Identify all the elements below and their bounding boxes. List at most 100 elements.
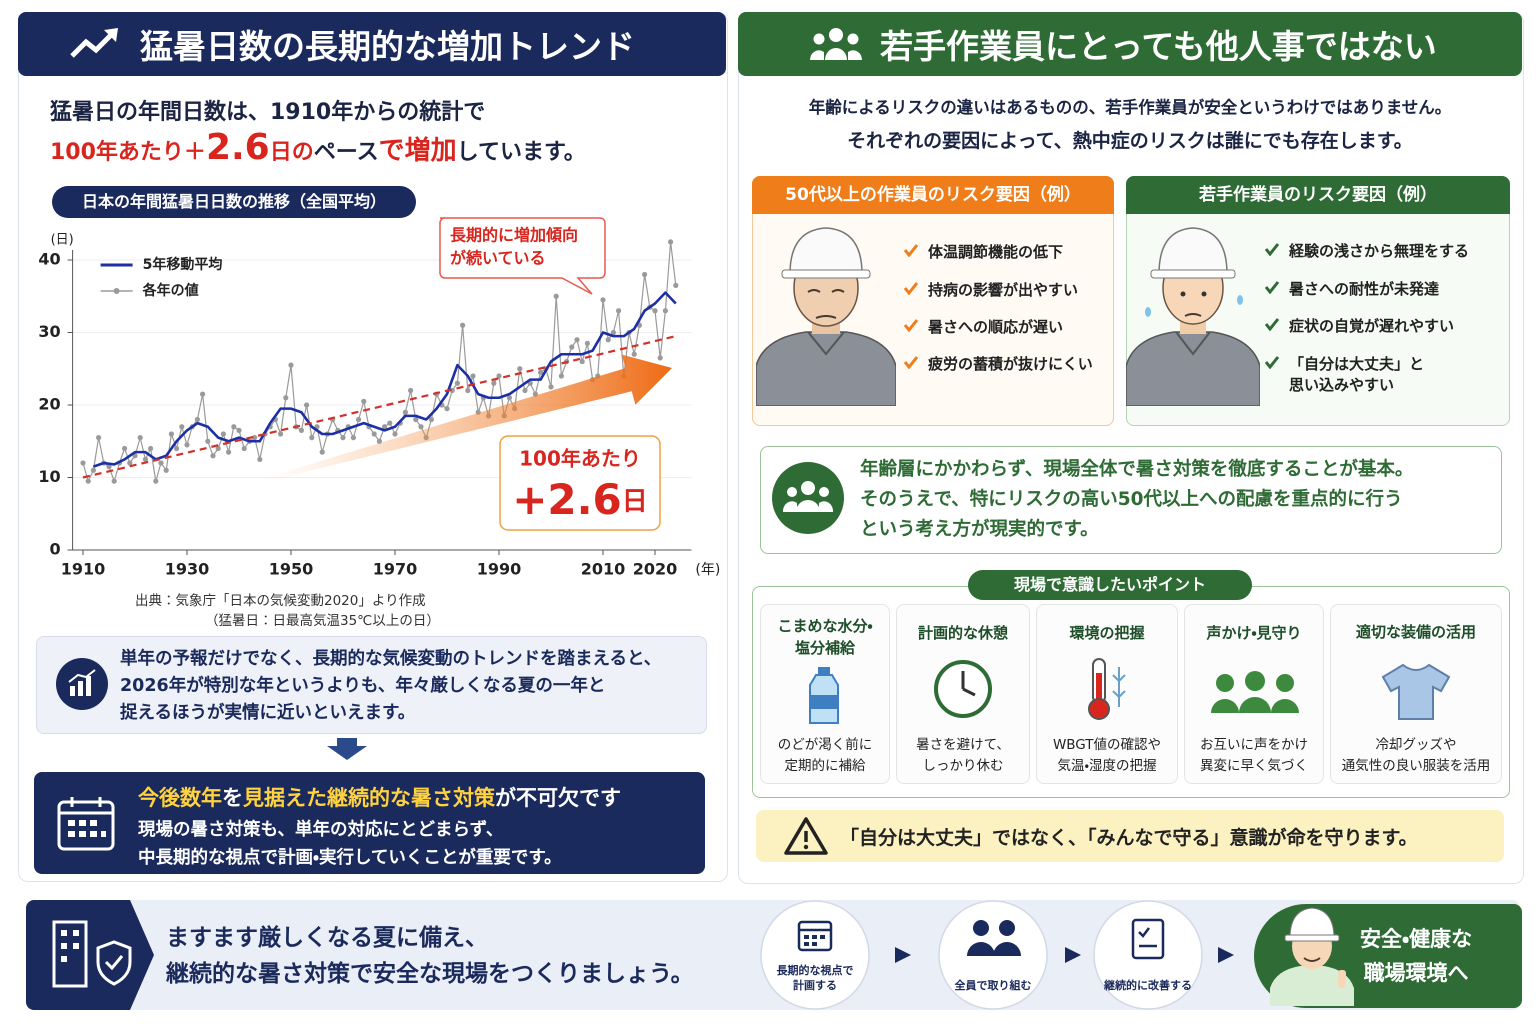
point bbox=[356, 416, 362, 423]
point bbox=[137, 435, 143, 441]
point bbox=[517, 366, 523, 372]
goal-line: 安全・健康な bbox=[1360, 927, 1473, 951]
point bbox=[428, 416, 434, 423]
point bbox=[538, 369, 544, 375]
point-desc: 定期的に補給 bbox=[784, 758, 866, 774]
step-label: 継続的に改善する bbox=[1103, 978, 1192, 992]
chart-title: 日本の年間猛暑日日数の推移（全国平均） bbox=[52, 186, 416, 218]
headline-seg: が不可欠です bbox=[495, 786, 621, 810]
trend-arrow bbox=[265, 354, 672, 482]
rate-unit: 日 bbox=[622, 487, 648, 517]
point bbox=[252, 435, 258, 441]
point bbox=[340, 435, 346, 441]
intro-seg: 100年あたり＋ bbox=[50, 140, 206, 165]
younger-worker bbox=[1126, 227, 1260, 406]
headline-seg: 今後数年 bbox=[138, 786, 222, 810]
point bbox=[392, 431, 398, 437]
x-tick-label: 2020 bbox=[633, 560, 678, 579]
point bbox=[616, 308, 622, 314]
point bbox=[226, 449, 232, 455]
point bbox=[553, 293, 559, 299]
point bbox=[652, 308, 658, 314]
point bbox=[231, 424, 237, 430]
x-tick-label: 1910 bbox=[61, 560, 106, 579]
point-desc: 異変に早く気づく bbox=[1200, 758, 1308, 774]
callout: 長期的に増加傾向 が続いている bbox=[439, 217, 606, 295]
rate-value: +2.6 bbox=[512, 475, 622, 524]
basic-line: そのうえで、特にリスクの高い50代以上への配慮を重点的に行う bbox=[860, 489, 1403, 510]
warning-bar bbox=[756, 810, 1504, 862]
intro-seg: で増加 bbox=[378, 136, 457, 166]
point bbox=[506, 395, 512, 401]
warning-text: 「自分は大丈夫」ではなく、「みんなで守る」意識が命を守ります。 bbox=[840, 827, 1418, 849]
left-title: 猛暑日数の長期的な増加トレンド bbox=[140, 27, 635, 66]
goal-worker bbox=[1270, 907, 1354, 1006]
point bbox=[673, 282, 679, 288]
point-desc: のどが渇く前に bbox=[777, 737, 873, 753]
rate-box bbox=[499, 435, 661, 531]
footer-line: 継続的な暑さ対策で安全な現場をつくりましょう。 bbox=[166, 961, 694, 987]
point bbox=[174, 445, 180, 452]
point-card: 計画的な休憩 暑さを避けて、 しっかり休む bbox=[896, 604, 1030, 784]
intro-line2: 100年あたり＋2.6日のペースで増加しています。 bbox=[50, 128, 586, 173]
point bbox=[662, 308, 669, 314]
right-intro: 年齢によるリスクの違いはあるものの、若手作業員が安全というわけではありません。 bbox=[808, 98, 1452, 117]
point bbox=[168, 431, 174, 437]
point bbox=[413, 416, 419, 423]
point bbox=[148, 445, 154, 452]
point bbox=[470, 373, 476, 379]
conclusion-line: 中長期的な視点で計画・実行していくことが重要です。 bbox=[138, 848, 562, 868]
intro-seg: 日の bbox=[269, 140, 314, 165]
point bbox=[522, 387, 528, 394]
point-title: 塩分補給 bbox=[794, 639, 855, 657]
younger-item: 「自分は大丈夫」と bbox=[1289, 355, 1425, 373]
point-card: 環境の把握 WBGT値の確認や 気温・湿度の把握 bbox=[1036, 604, 1178, 784]
intro-seg: ペース bbox=[313, 140, 379, 165]
point bbox=[111, 478, 117, 484]
callout-text: が続いている bbox=[450, 249, 546, 268]
point bbox=[668, 239, 674, 245]
point bbox=[215, 445, 221, 452]
x-unit: (年) bbox=[695, 562, 720, 578]
point bbox=[642, 271, 648, 278]
point bbox=[371, 431, 377, 437]
note-text: 単年の予報だけでなく、長期的な気候変動のトレンドを踏まえると、 2026年が特別… bbox=[120, 646, 661, 727]
point bbox=[408, 387, 414, 394]
x-tick-label: 1990 bbox=[477, 560, 522, 579]
point-desc: しっかり休む bbox=[922, 758, 1004, 774]
point bbox=[298, 427, 304, 433]
conclusion-text: 現場の暑さ対策も、単年の対応にとどまらず、 中長期的な視点で計画・実行していくこ… bbox=[138, 816, 562, 872]
headline-seg: 見据えた継続的な暑さ対策 bbox=[243, 786, 495, 810]
y-tick-label: 20 bbox=[38, 395, 60, 414]
conclusion-line: 現場の暑さ対策も、単年の対応にとどまらず、 bbox=[138, 820, 504, 840]
older-item: 暑さへの順応が遅い bbox=[928, 318, 1064, 336]
point bbox=[631, 351, 637, 357]
point bbox=[418, 424, 424, 430]
legend-marker bbox=[113, 288, 120, 294]
older-title: 50代以上の作業員のリスク要因（例） bbox=[752, 176, 1114, 214]
check bbox=[903, 282, 919, 295]
steps: 長期的な視点で 計画する 全員で取り組む 継続的に改善する bbox=[760, 900, 1234, 1010]
people-icon bbox=[1211, 671, 1299, 713]
point bbox=[496, 373, 502, 379]
series-line bbox=[92, 291, 677, 468]
point bbox=[558, 373, 565, 379]
point bbox=[579, 358, 585, 365]
bottle-icon bbox=[809, 667, 839, 724]
point bbox=[361, 398, 367, 404]
source: 出典：気象庁「日本の気候変動2020」より作成 bbox=[135, 593, 426, 609]
rate-label: 100年あたり bbox=[519, 447, 641, 471]
trend-line bbox=[82, 335, 677, 479]
point-desc: お互いに声をかけ bbox=[1200, 737, 1308, 753]
point bbox=[657, 355, 663, 361]
y-tick-label: 30 bbox=[38, 322, 60, 341]
intro-line1: 猛暑日の年間日数は、1910年からの統計で bbox=[50, 100, 486, 125]
point bbox=[465, 387, 471, 394]
check bbox=[903, 319, 919, 332]
point bbox=[584, 340, 591, 346]
point bbox=[194, 416, 200, 423]
basic-text: 年齢層にかかわらず、現場全体で暑さ対策を徹底することが基本。 そのうえで、特にリ… bbox=[860, 455, 1413, 545]
point-desc: 通気性の良い服装を活用 bbox=[1341, 758, 1491, 774]
callout-text: 長期的に増加傾向 bbox=[450, 226, 578, 245]
callout-box bbox=[439, 217, 606, 295]
